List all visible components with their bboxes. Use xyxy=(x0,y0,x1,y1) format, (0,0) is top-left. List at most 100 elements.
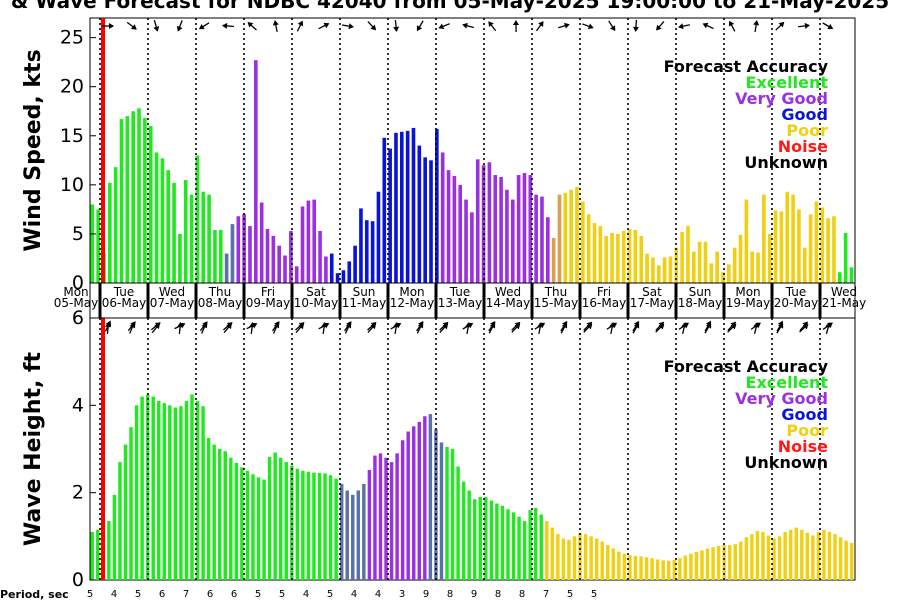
legend-entry: Poor xyxy=(786,421,828,440)
direction-arrow xyxy=(582,23,594,30)
bar xyxy=(271,235,276,283)
bar xyxy=(569,189,573,283)
bar xyxy=(411,127,416,284)
day-date: 21-May xyxy=(822,296,866,310)
bar xyxy=(429,160,433,283)
direction-arrow xyxy=(462,22,474,29)
bar xyxy=(467,490,471,580)
day-date: 07-May xyxy=(150,296,194,310)
bar xyxy=(766,535,771,580)
direction-arrow xyxy=(702,22,714,30)
bar xyxy=(528,510,532,580)
direction-arrow xyxy=(632,19,639,32)
direction-arrow xyxy=(272,20,279,33)
bar xyxy=(816,531,821,580)
day-name: Mon xyxy=(735,285,760,299)
bar xyxy=(119,119,124,283)
bar xyxy=(306,200,311,283)
wave-direction-arrow xyxy=(511,323,521,333)
bar xyxy=(367,469,372,580)
bar xyxy=(452,176,457,283)
bar xyxy=(762,194,766,283)
direction-arrow xyxy=(822,22,834,30)
bar xyxy=(506,509,510,580)
bar xyxy=(470,212,474,283)
bar xyxy=(423,416,427,580)
bar xyxy=(849,542,854,580)
wave-direction-arrow xyxy=(223,323,232,334)
bar xyxy=(234,462,239,580)
bar xyxy=(711,547,715,580)
bar xyxy=(359,208,363,283)
day-date: 08-May xyxy=(198,296,242,310)
bar xyxy=(761,531,765,580)
bar xyxy=(533,507,538,580)
bar xyxy=(732,247,737,283)
day-name: Sat xyxy=(306,285,326,299)
bar xyxy=(697,241,702,283)
bar xyxy=(312,199,317,283)
wave-direction-arrow xyxy=(704,322,712,334)
bar xyxy=(240,467,244,580)
period-value: 8 xyxy=(495,589,501,600)
y-tick-label: 5 xyxy=(72,223,84,245)
y-tick-label: 2 xyxy=(72,482,84,504)
bar xyxy=(364,220,369,283)
bar xyxy=(295,468,300,580)
bar xyxy=(389,462,394,580)
direction-arrow xyxy=(176,20,183,32)
wave-direction-arrow xyxy=(249,322,256,335)
bar xyxy=(639,556,643,580)
bar xyxy=(672,559,677,580)
bar xyxy=(473,499,477,580)
bar xyxy=(318,230,322,283)
bar xyxy=(334,478,338,580)
day-date: 16-May xyxy=(582,296,626,310)
bar xyxy=(604,235,609,283)
bar xyxy=(179,406,183,580)
period-value: 7 xyxy=(183,589,189,600)
bar xyxy=(680,231,684,283)
direction-arrow xyxy=(102,23,114,29)
period-value: 4 xyxy=(375,589,381,600)
bar xyxy=(229,457,233,580)
bar xyxy=(686,226,690,283)
bar xyxy=(353,245,357,283)
bar xyxy=(458,184,463,283)
bar xyxy=(113,167,118,283)
wave-height-panel: 0 2 4 6 Wave Height, ft Forecast AccuracyExce… xyxy=(21,307,856,591)
legend-entry: Very Good xyxy=(735,389,828,408)
bar xyxy=(125,116,130,284)
bar xyxy=(168,405,172,580)
bar xyxy=(715,251,719,283)
period-label: Period, sec xyxy=(0,588,69,600)
direction-arrow xyxy=(678,23,691,30)
bar xyxy=(461,481,466,580)
y-tick-label: 15 xyxy=(60,125,84,147)
bar xyxy=(639,235,644,283)
bar xyxy=(456,466,460,580)
bar xyxy=(633,555,638,580)
bar xyxy=(362,483,366,580)
bar xyxy=(689,553,693,580)
bar xyxy=(633,230,638,283)
bar xyxy=(145,394,150,580)
bar xyxy=(341,270,346,283)
bar xyxy=(195,400,200,580)
bar xyxy=(628,555,632,580)
bar xyxy=(539,514,543,580)
bar xyxy=(317,473,322,580)
period-value: 4 xyxy=(303,589,309,600)
period-value: 7 xyxy=(543,589,549,600)
bar xyxy=(173,407,178,580)
day-name: Tue xyxy=(113,285,135,299)
bar xyxy=(440,152,445,283)
day-date: 12-May xyxy=(390,296,434,310)
period-axis: Period, sec 5 4 5 6 7 6 6 5 5 4 5 4 4 3 9 8 9 8 8 7 5 5 xyxy=(0,588,597,600)
bar xyxy=(489,500,494,580)
day-name: Fri xyxy=(261,285,275,299)
bar xyxy=(351,494,355,580)
bar xyxy=(785,191,790,283)
bar xyxy=(728,545,732,580)
bar xyxy=(112,494,117,580)
